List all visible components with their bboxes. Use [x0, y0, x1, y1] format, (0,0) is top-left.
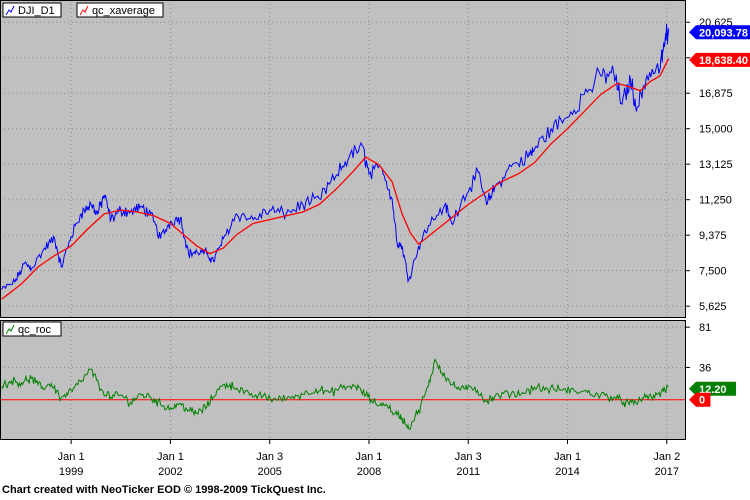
x-tick-label-year: 2017	[655, 466, 679, 478]
last-value-zero-badge	[689, 392, 711, 407]
roc-y-tick-label: 36	[699, 362, 711, 374]
legend-label-roc: qc_roc	[18, 324, 52, 336]
last-value-xaverage-text: 18,638.40	[699, 55, 748, 67]
x-tick-label-year: 2005	[257, 466, 281, 478]
x-tick-label-year: 2002	[158, 466, 182, 478]
x-tick-label-month: Jan 2	[653, 451, 680, 463]
price-y-tick-label: 11,250	[699, 195, 732, 207]
roc-series-group	[0, 358, 686, 431]
series-line-qc_roc	[1, 358, 669, 431]
legend-label-dji: DJI_D1	[18, 5, 55, 17]
x-tick-label-month: Jan 1	[356, 451, 383, 463]
price-plot-border	[0, 0, 686, 318]
x-tick-label-year: 1999	[59, 466, 83, 478]
legend-label-xaverage: qc_xaverage	[92, 5, 155, 17]
roc-legend: qc_roc	[2, 321, 62, 337]
last-value-dji-text: 20,093.78	[699, 27, 748, 39]
price-plot-area[interactable]	[0, 0, 686, 318]
last-value-dji-badge	[689, 25, 750, 40]
price-series-group	[1, 23, 670, 300]
x-tick-label-year: 2008	[357, 466, 381, 478]
x-axis: Jan 1 1999 Jan 1 2002 Jan 3 2005 Jan 1 2008 Jan …	[58, 440, 680, 478]
legend-line-icon	[5, 324, 15, 335]
legend-line-icon	[79, 5, 89, 16]
x-tick-label-month: Jan 3	[455, 451, 482, 463]
price-y-tick-label: 13,125	[699, 159, 733, 171]
roc-y-axis: 81 36	[686, 322, 711, 374]
roc-plot-border	[0, 320, 686, 440]
series-line-dji_d1	[1, 23, 669, 290]
x-tick-label-month: Jan 1	[554, 451, 581, 463]
roc-y-tick-label: 81	[699, 322, 711, 334]
legend-line-icon	[5, 5, 15, 16]
roc-grid	[0, 320, 686, 440]
x-tick-label-month: Jan 1	[157, 451, 184, 463]
x-tick-label-year: 2011	[456, 466, 480, 478]
price-y-tick-label: 15,000	[699, 124, 733, 136]
x-tick-label-year: 2014	[555, 466, 579, 478]
x-tick-label-month: Jan 1	[58, 451, 85, 463]
price-legend: DJI_D1 qc_xaverage	[2, 2, 164, 18]
footer-credit: Chart created with NeoTicker EOD © 1998-…	[2, 484, 326, 496]
last-value-xaverage-badge	[689, 52, 750, 67]
last-value-roc-badge	[689, 381, 736, 396]
series-line-qc_xaverage	[1, 58, 670, 300]
roc-plot-area[interactable]	[0, 320, 686, 440]
price-y-tick-label: 5,625	[699, 301, 727, 313]
price-y-tick-label: 9,375	[699, 230, 727, 242]
x-tick-label-month: Jan 3	[256, 451, 283, 463]
price-y-tick-label: 7,500	[699, 266, 727, 278]
price-y-tick-label: 16,875	[699, 88, 733, 100]
last-value-zero-text: 0	[699, 395, 705, 407]
